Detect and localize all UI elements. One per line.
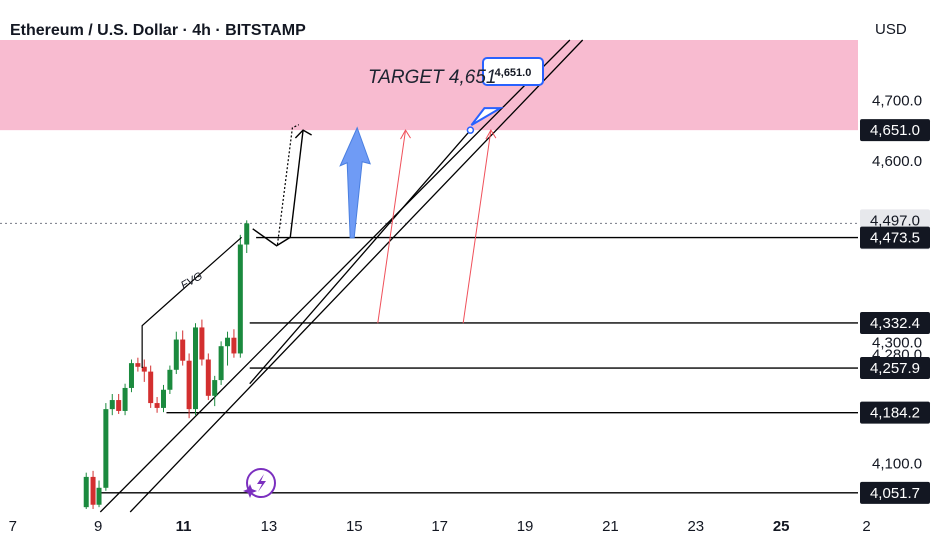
callout-anchor[interactable] bbox=[466, 126, 475, 134]
candle-body[interactable] bbox=[237, 244, 243, 354]
price-label: 4,051.7 bbox=[870, 485, 920, 502]
price-label: 4,651.0 bbox=[870, 122, 920, 139]
candle-body[interactable] bbox=[167, 369, 173, 390]
candle-body[interactable] bbox=[83, 476, 89, 508]
x-tick-label: 21 bbox=[602, 518, 619, 535]
price-label: 4,257.9 bbox=[870, 360, 920, 377]
price-label: 4,497.0 bbox=[870, 212, 920, 229]
price-label: 4,332.4 bbox=[870, 315, 920, 332]
candle-body[interactable] bbox=[141, 366, 147, 372]
candle-body[interactable] bbox=[193, 327, 199, 410]
price-label-box bbox=[860, 357, 930, 380]
candle-body[interactable] bbox=[96, 487, 102, 505]
price-label-box bbox=[860, 401, 930, 424]
candle-body[interactable] bbox=[205, 359, 211, 396]
candle-body[interactable] bbox=[212, 380, 218, 396]
x-tick-label: 15 bbox=[346, 518, 363, 535]
red-arrowhead bbox=[485, 129, 497, 140]
x-tick-label: 9 bbox=[94, 518, 102, 535]
candle-body[interactable] bbox=[90, 476, 96, 505]
price-label-box bbox=[860, 311, 930, 334]
dotted-projection bbox=[276, 124, 300, 245]
red-arrowhead bbox=[400, 129, 411, 140]
candle-body[interactable] bbox=[160, 389, 166, 408]
candle-body[interactable] bbox=[116, 400, 122, 411]
channel-line[interactable] bbox=[249, 129, 471, 385]
price-label-box bbox=[860, 226, 930, 249]
price-label-box bbox=[860, 481, 930, 504]
candle-body[interactable] bbox=[186, 360, 192, 410]
candles-layer bbox=[83, 220, 250, 509]
x-tick-label: 17 bbox=[431, 518, 448, 535]
candle-body[interactable] bbox=[180, 339, 186, 361]
target-label: TARGET 4,651 bbox=[368, 67, 496, 88]
red-arrow bbox=[462, 130, 492, 324]
lightning-icon bbox=[257, 474, 266, 492]
red-arrow bbox=[377, 130, 407, 324]
candle-body[interactable] bbox=[109, 400, 115, 410]
level-lines-layer bbox=[0, 222, 858, 494]
channel-line[interactable] bbox=[99, 39, 571, 513]
sparkle-icon bbox=[243, 484, 257, 498]
channel-line[interactable] bbox=[129, 39, 584, 513]
price-label-box bbox=[860, 209, 930, 232]
fvg-outline bbox=[141, 236, 243, 368]
candle-body[interactable] bbox=[135, 363, 141, 367]
x-tick-label: 2 bbox=[862, 518, 870, 535]
channel-lines-layer bbox=[99, 39, 584, 513]
projection-arrowhead bbox=[294, 129, 312, 139]
price-labels-layer: 4,651.04,497.017:004,473.54,332.44,257.9… bbox=[860, 119, 930, 504]
chart-title: Ethereum / U.S. Dollar · 4h · BITSTAMP bbox=[10, 22, 306, 39]
x-tick-label: 25 bbox=[773, 518, 790, 535]
x-tick-label: 7 bbox=[9, 518, 17, 535]
x-tick-label: 13 bbox=[261, 518, 278, 535]
y-tick-label: 4,600.0 bbox=[872, 153, 922, 170]
price-label: 4,473.5 bbox=[870, 230, 920, 247]
x-tick-label: 23 bbox=[687, 518, 704, 535]
candle-body[interactable] bbox=[154, 403, 160, 408]
x-tick-label: 19 bbox=[517, 518, 534, 535]
price-label-box bbox=[860, 119, 930, 142]
currency-label[interactable]: USD bbox=[875, 21, 907, 38]
y-tick-label: 4,700.0 bbox=[872, 93, 922, 110]
candle-body[interactable] bbox=[244, 223, 250, 245]
candle-body[interactable] bbox=[128, 363, 134, 388]
callout-pointer bbox=[470, 107, 505, 127]
callout-box[interactable] bbox=[482, 57, 544, 86]
target-zone bbox=[0, 40, 858, 131]
candle-body[interactable] bbox=[103, 409, 109, 488]
candle-body[interactable] bbox=[122, 387, 128, 411]
target-zone-layer bbox=[0, 40, 858, 131]
candle-body[interactable] bbox=[225, 337, 231, 347]
x-tick-label: 11 bbox=[176, 518, 192, 535]
projection-path bbox=[252, 130, 304, 247]
candle-body[interactable] bbox=[173, 339, 179, 370]
candle-body[interactable] bbox=[199, 327, 205, 360]
candle-body[interactable] bbox=[148, 371, 154, 404]
callout-value: 4,651.0 bbox=[495, 67, 532, 79]
y-tick-label: 4,300.0 bbox=[872, 335, 922, 352]
candle-body[interactable] bbox=[231, 337, 237, 354]
y-tick-label: 4,100.0 bbox=[872, 456, 922, 473]
price-label: 4,184.2 bbox=[870, 405, 920, 422]
blue-arrow bbox=[339, 126, 371, 239]
drawings-layer: 4,651.0 bbox=[141, 57, 544, 498]
candle-body[interactable] bbox=[218, 346, 224, 381]
